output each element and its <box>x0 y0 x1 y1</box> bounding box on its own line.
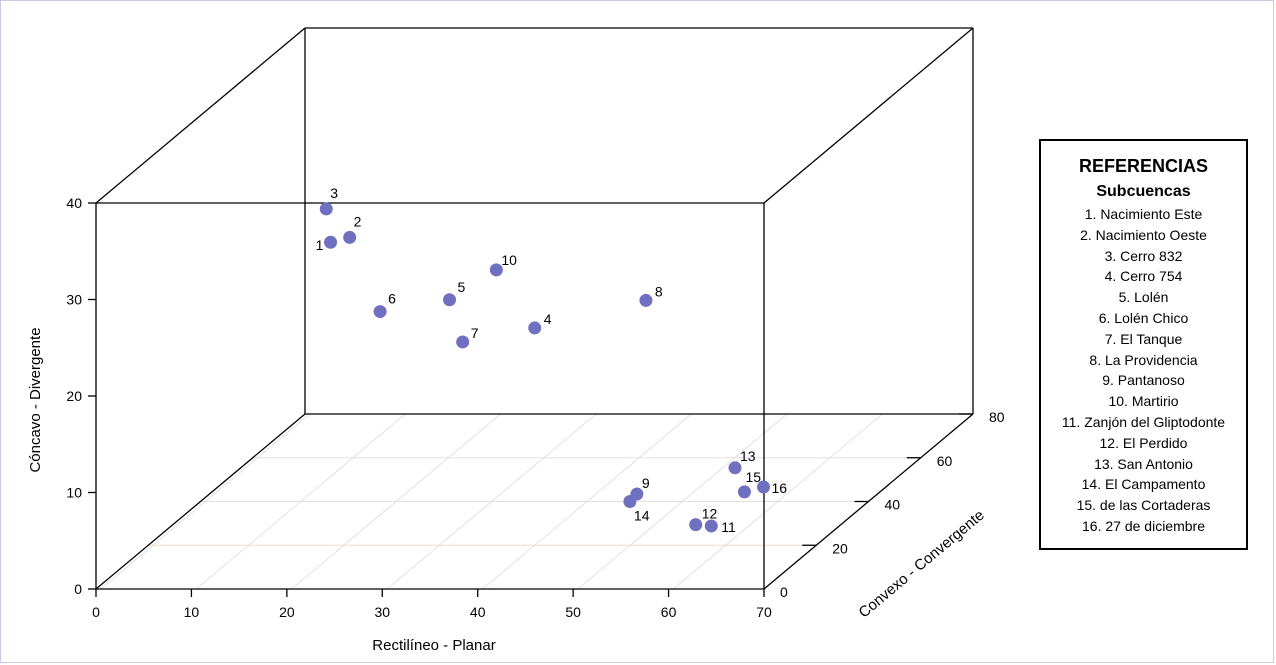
data-point <box>319 202 333 216</box>
legend-subtitle: Subcuencas <box>1096 183 1191 200</box>
y-tick-label: 0 <box>780 584 788 600</box>
data-point <box>324 235 338 249</box>
scatter-3d-chart: 0 10 20 30 40 50 60 70 0 10 20 30 40 0 20 40 60 80 Rectilí… <box>27 27 1005 654</box>
legend-box: REFERENCIAS Subcuencas 1. Nacimiento Est… <box>1039 139 1248 550</box>
data-point <box>456 335 470 349</box>
data-point <box>728 461 742 475</box>
legend-item: 12. El Perdido <box>1099 434 1188 451</box>
x-tick-label: 10 <box>184 604 200 620</box>
x-tick-label: 20 <box>279 604 295 620</box>
x-tick-label: 70 <box>756 604 772 620</box>
data-point <box>343 230 357 244</box>
data-point-label: 8 <box>655 283 663 299</box>
x-tick-label: 0 <box>92 604 100 620</box>
data-point-label: 4 <box>544 311 552 327</box>
data-point <box>623 495 637 508</box>
data-point <box>689 518 703 532</box>
data-point-label: 12 <box>702 506 718 522</box>
legend-list: 1. Nacimiento Este 2. Nacimiento Oeste 3… <box>1041 204 1246 537</box>
z-axis-label: Cóncavo - Divergente <box>27 327 44 472</box>
data-point <box>528 321 542 335</box>
data-point <box>639 293 653 307</box>
data-point-label: 9 <box>642 475 650 491</box>
z-tick-label: 30 <box>66 292 82 308</box>
legend-item: 13. San Antonio <box>1094 455 1193 472</box>
x-tick-label: 50 <box>565 604 581 620</box>
z-tick-label: 40 <box>66 195 82 211</box>
y-axis-label: Convexo - Convergente <box>855 507 987 622</box>
data-point-label: 5 <box>458 279 466 295</box>
data-point-label: 6 <box>388 291 396 307</box>
data-point-label: 3 <box>330 185 338 201</box>
x-tick-label: 30 <box>374 604 390 620</box>
legend-item: 15. de las Cortaderas <box>1076 497 1211 514</box>
x-tick-label: 60 <box>661 604 677 620</box>
legend-item: 1. Nacimiento Este <box>1084 206 1203 222</box>
data-point-label: 11 <box>721 519 736 535</box>
data-point-label: 1 <box>316 237 324 253</box>
y-tick-label: 60 <box>937 453 953 469</box>
data-point <box>704 519 718 533</box>
data-point-label: 13 <box>740 448 756 464</box>
box-edge <box>95 27 306 204</box>
legend-item: 14. El Campamento <box>1081 476 1206 493</box>
data-point <box>757 480 771 494</box>
data-point <box>373 305 387 319</box>
z-tick-label: 10 <box>66 485 82 501</box>
data-point-label: 10 <box>501 252 517 268</box>
box-edge <box>763 27 974 204</box>
legend-item: 5. Lolén <box>1118 289 1169 306</box>
legend-item: 11. Zanjón del Gliptodonte <box>1061 413 1226 430</box>
data-point-label: 14 <box>634 508 650 524</box>
data-point-label: 7 <box>471 325 479 341</box>
data-point-label: 2 <box>354 213 362 229</box>
data-point <box>737 485 751 499</box>
data-point-label: 15 <box>745 469 761 485</box>
data-point <box>489 263 503 277</box>
legend-item: 2. Nacimiento Oeste <box>1080 226 1207 243</box>
x-axis-label: Rectilíneo - Planar <box>372 637 495 654</box>
z-tick-label: 20 <box>66 388 82 404</box>
box-edge <box>95 413 306 590</box>
z-tick-label: 0 <box>74 581 82 597</box>
legend-title: REFERENCIAS <box>1078 156 1208 176</box>
data-point-label: 16 <box>772 480 788 496</box>
legend-item: 10. Martirio <box>1108 393 1179 410</box>
legend-item: 3. Cerro 832 <box>1104 247 1183 264</box>
legend-item: 8. La Providencia <box>1089 351 1198 368</box>
y-tick-label: 40 <box>885 497 901 513</box>
y-tick-label: 80 <box>989 409 1005 425</box>
legend-item: 6. Lolén Chico <box>1098 309 1189 326</box>
legend-item: 16. 27 de diciembre <box>1082 517 1205 534</box>
legend-item: 7. El Tanque <box>1104 330 1183 347</box>
y-tick-label: 20 <box>832 540 848 556</box>
legend-item: 4. Cerro 754 <box>1104 268 1183 285</box>
x-tick-label: 40 <box>470 604 486 620</box>
data-point <box>443 293 457 307</box>
legend-item: 9. Pantanoso <box>1102 372 1185 389</box>
